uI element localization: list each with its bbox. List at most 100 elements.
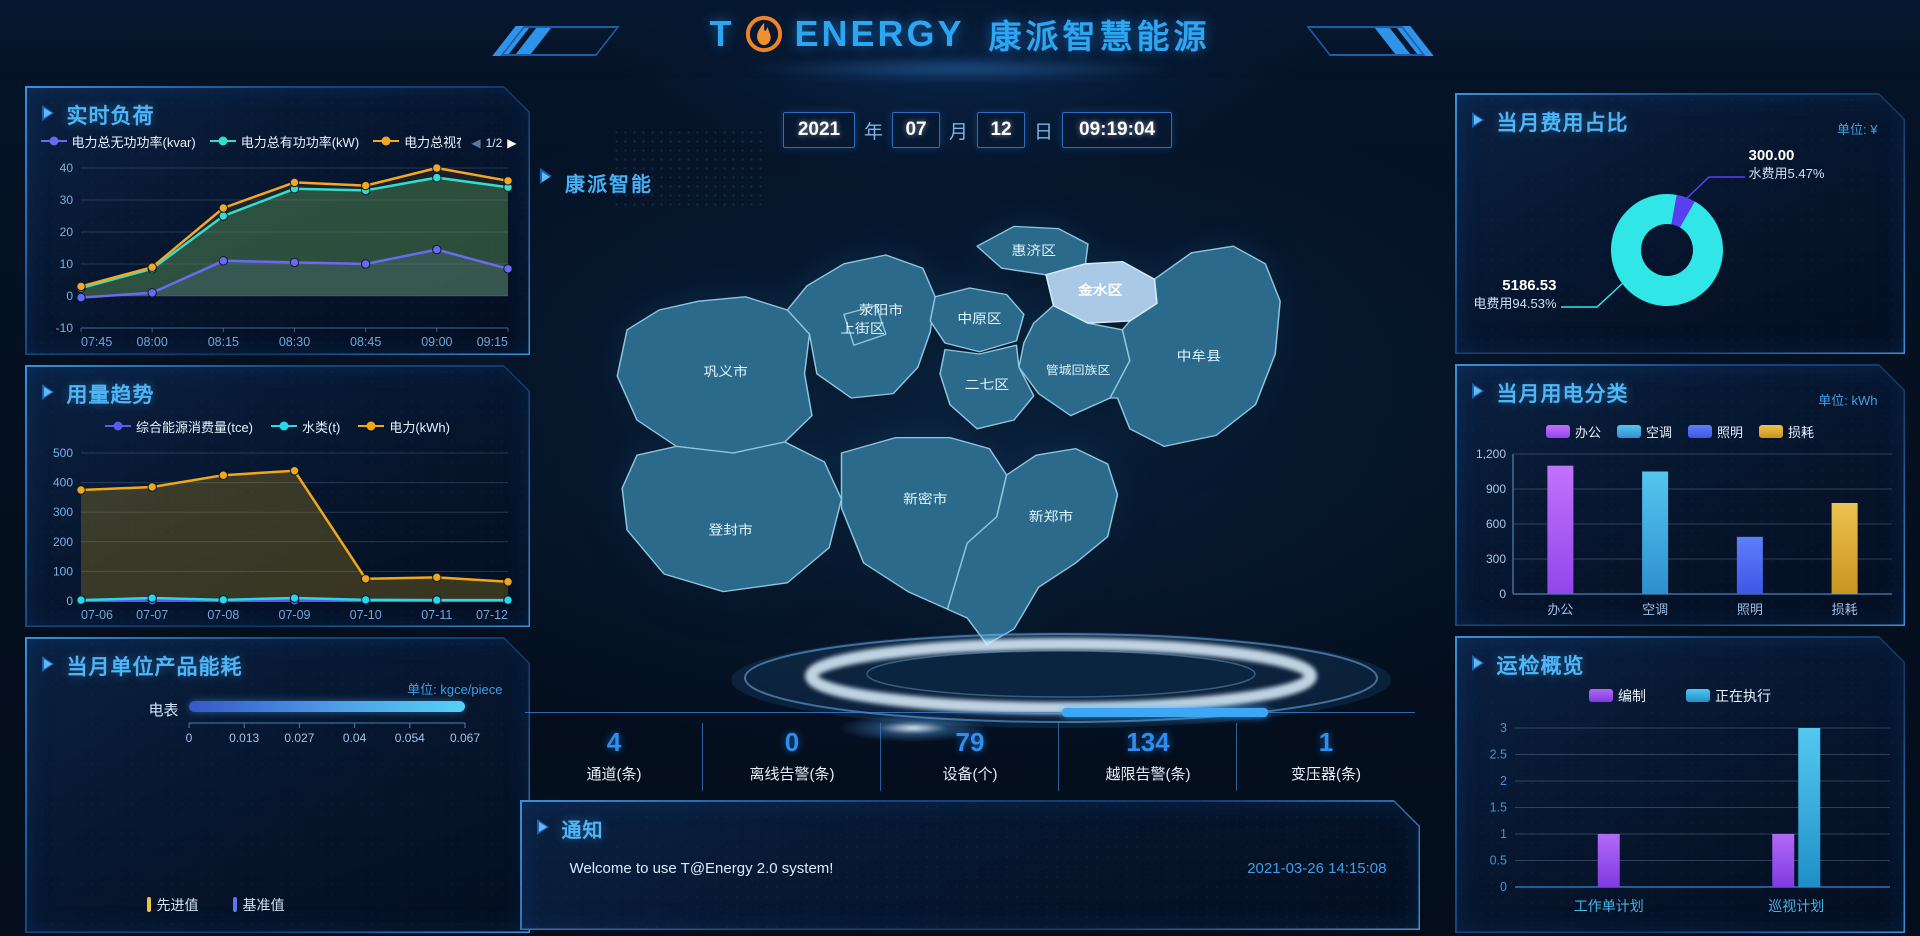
header-glow [740,56,1180,82]
legend-item[interactable]: 正在执行 [1686,686,1771,706]
legend-item[interactable]: 空调 [1617,422,1672,441]
cost-donut-chart [1457,135,1907,355]
year-input[interactable]: 2021 [783,112,855,148]
map-district-label: 管城回族区 [1046,362,1111,376]
stats-row: 4 通道(条) 0 离线告警(条) 79 设备(个) 134 越限告警(条) 1… [525,712,1415,799]
map-district-label: 新郑市 [1029,509,1073,524]
legend-label: 电力总视在功率(kVA) [404,134,457,150]
legend-marker-icon [210,135,236,147]
svg-text:0.054: 0.054 [394,731,424,745]
svg-text:0.5: 0.5 [1489,853,1506,867]
svg-text:巡视计划: 巡视计划 [1768,898,1824,914]
map-district-上街区[interactable] [843,304,887,346]
panel-arrow-icon [1472,655,1487,672]
legend-item[interactable]: 电力总有功功率(kW) [210,132,359,151]
legend-item[interactable]: 综合能源消费量(tce) [105,417,253,436]
stat-label: 设备(个) [942,766,998,783]
map-district-金水区[interactable] [1045,260,1158,324]
panel-unit-energy: 当月单位产品能耗 单位: kgce/piece 电表 0 0.013 0.027 0.… [25,637,530,933]
map-district-label: 上街区 [840,321,884,336]
meter-ref-legend: 先进值 基准值 [147,895,285,915]
legend-marker-icon [1686,689,1710,702]
svg-text:0.027: 0.027 [284,731,314,745]
map-district-中原区[interactable] [929,287,1025,353]
app-logo: T ENERGY 康派智慧能源 [0,10,1920,58]
legend-item[interactable]: 电力总无功功率(kvar) [41,132,196,151]
legend-label: 正在执行 [1715,687,1771,704]
panel-left-trim [9,673,21,907]
legend-item[interactable]: 先进值 [147,895,199,915]
map-district-中牟县[interactable] [1109,245,1281,448]
map-region-label: 康派智能 [540,168,653,197]
legend-item[interactable]: 编制 [1589,686,1646,706]
stat-value: 79 [955,727,985,757]
legend-label: 编制 [1618,687,1646,704]
year-label: 年 [864,121,884,143]
svg-text:0: 0 [66,289,73,303]
svg-text:2.5: 2.5 [1489,747,1506,761]
legend-item[interactable]: 电力(kWh) [358,417,450,436]
month-label: 月 [949,121,969,143]
panel-arrow-icon [42,384,57,401]
legend-item[interactable]: 电力总视在功率(kVA) [373,132,461,151]
map-platform [731,632,1391,728]
panel-left-trim [9,401,21,601]
panel-title: 实时负荷 [66,104,155,128]
map-district-新郑市[interactable] [946,447,1119,646]
panel-right-trim [1907,672,1919,907]
legend-item[interactable]: 水类(t) [271,417,340,436]
legend-label: 办公 [1574,424,1601,440]
svg-text:07:45: 07:45 [81,335,112,349]
legend-prev-icon[interactable]: ◀ [471,135,481,150]
day-input[interactable]: 12 [977,112,1026,148]
stat-offline-alarms: 0 离线告警(条) [703,713,881,799]
stat-channels: 4 通道(条) [525,713,703,799]
svg-text:40: 40 [59,161,73,175]
svg-text:办公: 办公 [1547,602,1573,617]
legend-label: 损耗 [1788,424,1815,440]
panel-electricity-category: 当月用电分类 单位: kWh 办公 空调 照明 损耗 0 300 600 900 1,200 办… [1455,364,1905,626]
background-dot-grid [612,128,762,212]
stat-value: 134 [1126,727,1170,757]
meter-row-label: 电表 [148,701,179,719]
svg-text:1: 1 [1500,827,1507,841]
svg-text:空调: 空调 [1642,602,1668,617]
map-district-二七区[interactable] [939,344,1035,430]
svg-text:07-09: 07-09 [278,608,310,622]
legend-marker-icon [1759,425,1783,438]
svg-text:600: 600 [1485,517,1505,531]
at-flame-icon [746,15,783,53]
legend-page-value: 1/2 [485,135,503,150]
map-district-label: 金水区 [1077,282,1122,297]
logo-energy: ENERGY [794,13,965,54]
month-input[interactable]: 07 [892,112,941,148]
donut-label-electric: 5186.53 电费用94.53% [1457,277,1557,313]
legend-marker-icon [1617,425,1641,438]
notice-message: Welcome to use T@Energy 2.0 system! [569,859,834,877]
map-district-巩义市[interactable] [616,296,813,454]
panel-unit-label: 单位: kgce/piece [407,681,503,697]
legend-marker-icon [1589,689,1613,702]
legend-item[interactable]: 照明 [1688,422,1743,441]
legend-item[interactable]: 基准值 [233,895,285,915]
map-district-惠济区[interactable] [976,225,1089,276]
svg-text:07-08: 07-08 [207,608,239,622]
panel-title: 当月单位产品能耗 [66,655,243,679]
legend-marker-icon [105,420,131,432]
donut-label-water: 300.00 水费用5.47% [1749,147,1825,183]
legend-item[interactable]: 办公 [1546,422,1601,441]
legend-next-icon[interactable]: ▶ [507,135,517,150]
legend-marker-icon [233,897,237,912]
legend-marker-icon [1546,425,1570,438]
stats-scroll-indicator[interactable] [1062,708,1268,717]
realtime-legend: 电力总无功功率(kvar)电力总有功功率(kW)电力总视在功率(kVA) [41,132,441,151]
svg-text:0: 0 [1499,587,1506,601]
logo-t: T [709,13,735,54]
donut-label-name: 电费用 [1473,295,1513,311]
usage-legend: 综合能源消费量(tce) 水类(t) 电力(kWh) [27,417,529,436]
svg-text:500: 500 [52,446,72,460]
map-district-登封市[interactable] [621,441,843,593]
legend-item[interactable]: 损耗 [1759,422,1814,441]
map-district-label: 巩义市 [704,364,748,379]
